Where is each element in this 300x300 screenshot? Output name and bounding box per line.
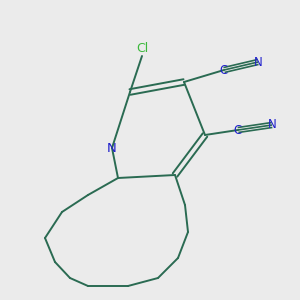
Text: N: N xyxy=(254,56,262,68)
Text: C: C xyxy=(234,124,242,136)
Text: Cl: Cl xyxy=(136,41,148,55)
Text: C: C xyxy=(220,64,228,76)
Text: N: N xyxy=(268,118,276,131)
Text: N: N xyxy=(107,142,117,154)
